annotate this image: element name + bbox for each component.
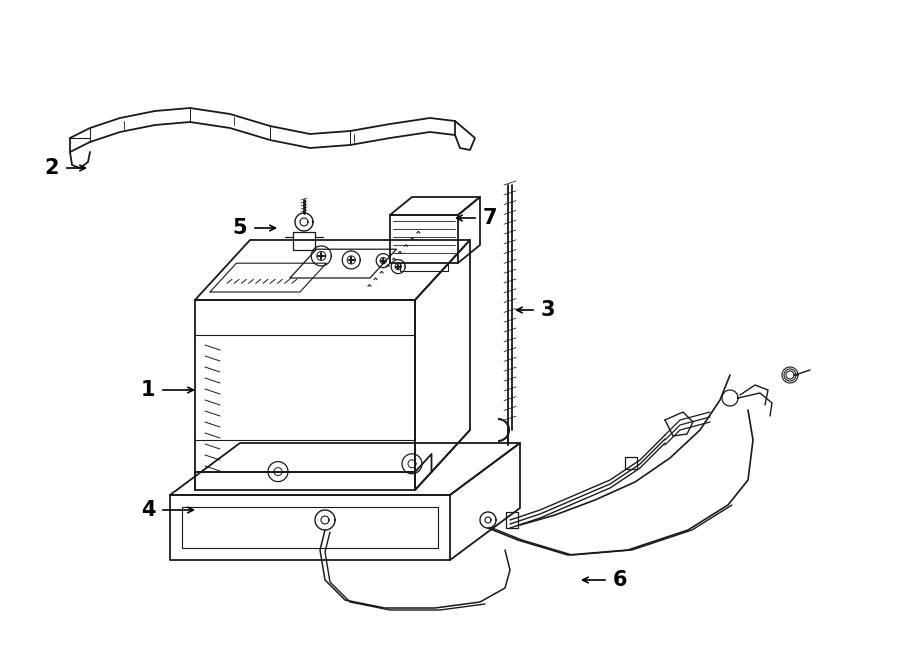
Text: 1: 1: [140, 380, 155, 400]
Text: 2: 2: [45, 158, 59, 178]
Text: 4: 4: [140, 500, 155, 520]
Text: 7: 7: [482, 208, 497, 228]
Text: 3: 3: [541, 300, 555, 320]
Text: 6: 6: [613, 570, 627, 590]
Text: 5: 5: [233, 218, 248, 238]
